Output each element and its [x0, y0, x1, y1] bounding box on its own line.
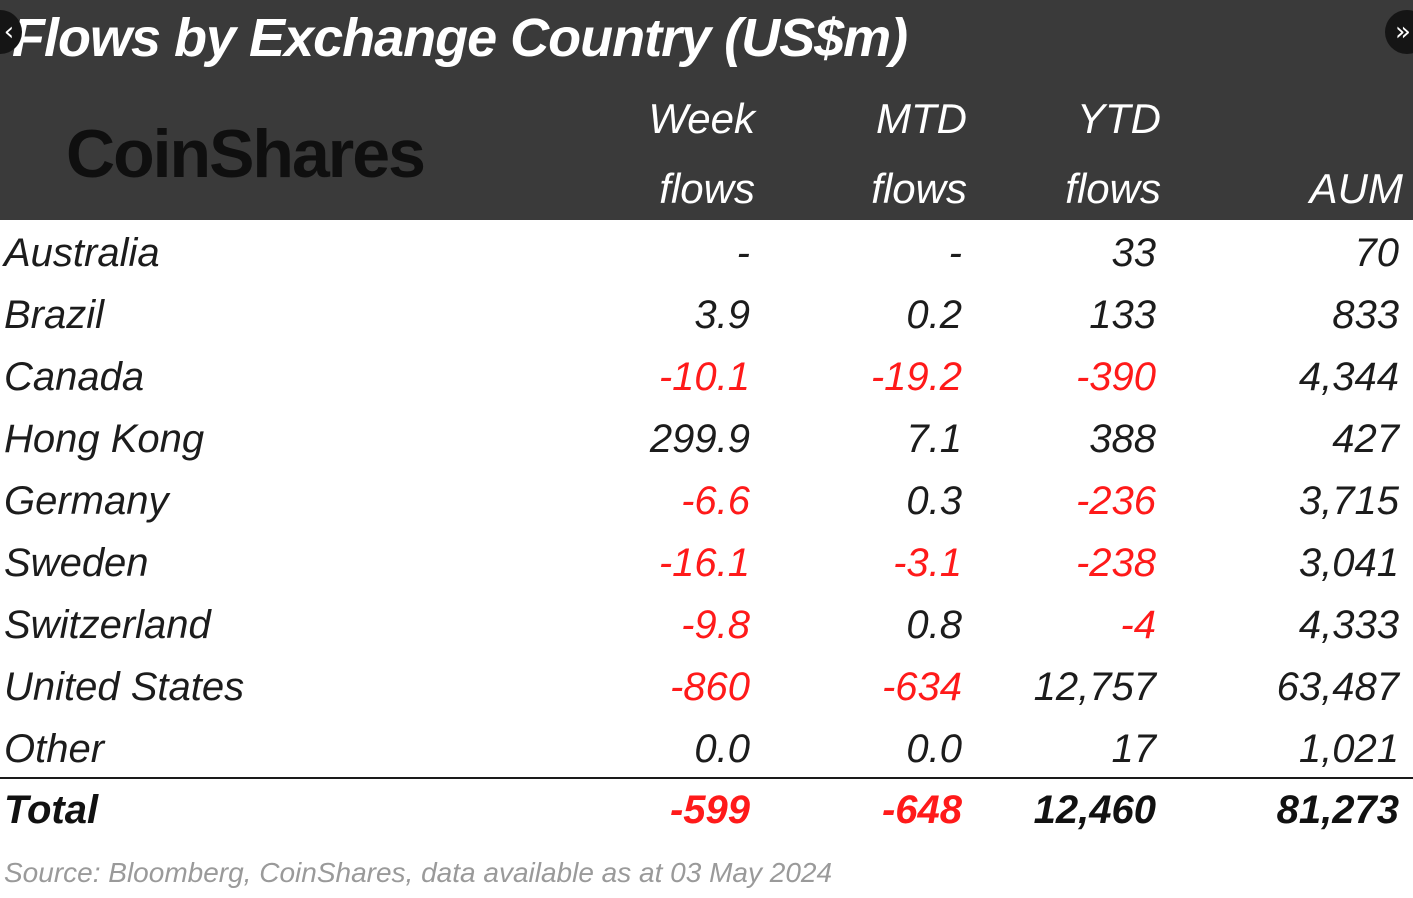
total-label: Total [4, 788, 99, 832]
week-flows-cell: -860 [669, 665, 750, 709]
country-cell: Switzerland [4, 603, 211, 647]
week-flows-cell: 3.9 [694, 293, 750, 337]
country-cell: Brazil [4, 293, 105, 337]
ytd-flows-cell: 33 [1111, 231, 1157, 275]
coinshares-logo: CoinShares [66, 116, 426, 192]
column-header-week-line1: Week [648, 95, 755, 142]
aum-cell: 70 [1354, 231, 1400, 275]
ytd-flows-cell: 17 [1111, 727, 1157, 771]
aum-cell: 4,333 [1298, 603, 1399, 647]
week-flows-cell: -10.1 [658, 355, 750, 399]
ytd-flows-cell: 388 [1089, 417, 1156, 461]
aum-cell: 3,041 [1298, 541, 1399, 585]
table-row: Other 0.0 0.0 17 1,021 [0, 718, 1413, 780]
mtd-flows-cell: 0.8 [906, 603, 962, 647]
total-divider [0, 777, 1413, 779]
table-row: Canada -10.1 -19.2 -390 4,344 [0, 346, 1413, 408]
total-ytd-flows: 12,460 [1033, 788, 1156, 832]
aum-cell: 4,344 [1298, 355, 1399, 399]
table-body: Australia - - 33 70 Brazil 3.9 0.2 133 8… [0, 222, 1413, 780]
ytd-flows-cell: -390 [1075, 355, 1156, 399]
table-row: Switzerland -9.8 0.8 -4 4,333 [0, 594, 1413, 656]
column-header-mtd-line1: MTD [876, 95, 967, 142]
total-aum: 81,273 [1276, 788, 1399, 832]
country-cell: United States [4, 665, 245, 709]
country-cell: Australia [4, 231, 160, 275]
week-flows-cell: 299.9 [649, 417, 750, 461]
ytd-flows-cell: -236 [1075, 479, 1156, 523]
total-week-flows: -599 [669, 788, 750, 832]
aum-cell: 833 [1332, 293, 1399, 337]
table-row: Hong Kong 299.9 7.1 388 427 [0, 408, 1413, 470]
country-cell: Other [4, 727, 105, 771]
week-flows-cell: - [736, 231, 750, 275]
total-mtd-flows: -648 [881, 788, 962, 832]
column-header-ytd-line1: YTD [1077, 95, 1161, 142]
table-row: Germany -6.6 0.3 -236 3,715 [0, 470, 1413, 532]
week-flows-cell: 0.0 [694, 727, 750, 771]
column-header-ytd-line2: flows [1065, 165, 1161, 212]
column-header-aum: AUM [1309, 165, 1403, 212]
mtd-flows-cell: -634 [881, 665, 962, 709]
column-header-mtd-line2: flows [871, 165, 967, 212]
table-row: Brazil 3.9 0.2 133 833 [0, 284, 1413, 346]
mtd-flows-cell: - [948, 231, 962, 275]
table-row: United States -860 -634 12,757 63,487 [0, 656, 1413, 718]
country-cell: Germany [4, 479, 169, 523]
table-title: Flows by Exchange Country (US$m) [12, 8, 908, 68]
mtd-flows-cell: 0.0 [906, 727, 962, 771]
mtd-flows-cell: -3.1 [893, 541, 962, 585]
week-flows-cell: -6.6 [681, 479, 750, 523]
column-header-week-line2: flows [659, 165, 755, 212]
total-row: Total -599 -648 12,460 81,273 [0, 779, 1413, 841]
double-chevron-right-icon[interactable]: » [1385, 10, 1413, 54]
country-cell: Hong Kong [4, 417, 205, 461]
ytd-flows-cell: 12,757 [1033, 665, 1156, 709]
mtd-flows-cell: 0.3 [906, 479, 962, 523]
aum-cell: 427 [1332, 417, 1399, 461]
mtd-flows-cell: -19.2 [870, 355, 962, 399]
country-cell: Canada [4, 355, 145, 399]
week-flows-cell: -16.1 [658, 541, 750, 585]
source-note: Source: Bloomberg, CoinShares, data avai… [4, 857, 833, 888]
ytd-flows-cell: -238 [1075, 541, 1156, 585]
mtd-flows-cell: 0.2 [906, 293, 962, 337]
aum-cell: 1,021 [1298, 727, 1399, 771]
table-header: Flows by Exchange Country (US$m) CoinSha… [0, 0, 1413, 220]
table-row: Australia - - 33 70 [0, 222, 1413, 284]
chevron-left-icon[interactable]: ‹ [0, 10, 22, 54]
week-flows-cell: -9.8 [681, 603, 750, 647]
mtd-flows-cell: 7.1 [906, 417, 962, 461]
ytd-flows-cell: -4 [1120, 603, 1156, 647]
country-cell: Sweden [4, 541, 149, 585]
ytd-flows-cell: 133 [1089, 293, 1156, 337]
aum-cell: 63,487 [1276, 665, 1399, 709]
table-row: Sweden -16.1 -3.1 -238 3,041 [0, 532, 1413, 594]
aum-cell: 3,715 [1298, 479, 1399, 523]
